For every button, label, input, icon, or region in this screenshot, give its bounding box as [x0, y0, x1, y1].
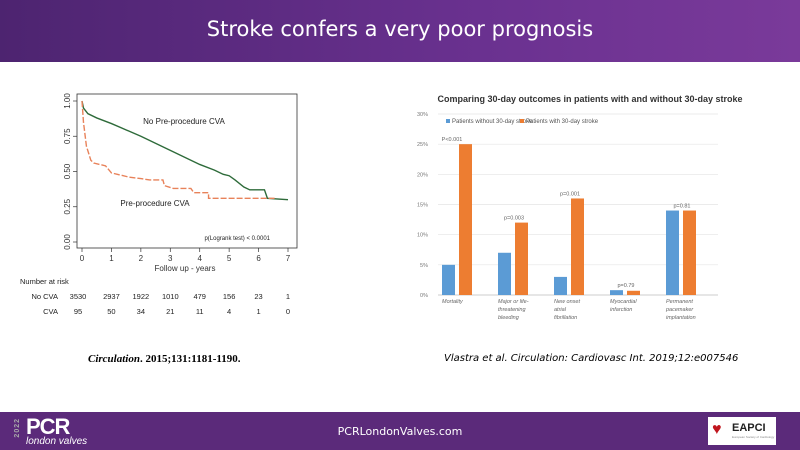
risk-value: 1010 — [162, 292, 179, 301]
logo-pcr-text: PCR — [26, 414, 70, 439]
category-label: pacemaker — [665, 307, 694, 313]
legend-swatch — [520, 119, 524, 123]
bar-without-stroke — [610, 290, 623, 295]
x-tick-label: 3 — [168, 254, 173, 263]
x-axis-label: Follow up - years — [155, 264, 216, 273]
footer-url: PCRLondonValves.com — [337, 425, 463, 438]
risk-value: 23 — [254, 292, 262, 301]
km-curve-1 — [81, 100, 277, 199]
heart-icon: ♥ — [712, 421, 722, 438]
risk-value: 21 — [166, 307, 174, 316]
risk-value: 3530 — [70, 292, 87, 301]
risk-value: 95 — [74, 307, 82, 316]
legend-swatch — [446, 119, 450, 123]
y-tick-label: 0.50 — [63, 163, 72, 179]
p-value-label: p=0.79 — [618, 283, 635, 289]
p-value-label: p=0.81 — [674, 204, 691, 210]
category-label: New onset — [554, 299, 580, 305]
category-label: Mortality — [442, 299, 464, 305]
eapci-text: EAPCI — [732, 422, 766, 434]
category-label: bleeding — [498, 315, 520, 321]
y-tick-label: 0.00 — [63, 234, 72, 250]
category-label: Major or life- — [498, 299, 529, 305]
y-tick-label: 0% — [420, 293, 428, 299]
bar-with-stroke — [515, 222, 528, 295]
risk-value: 1922 — [133, 292, 150, 301]
risk-value: 11 — [196, 307, 204, 316]
risk-value: 34 — [137, 307, 145, 316]
slide-title: Stroke confers a very poor prognosis — [206, 17, 594, 41]
bar-chart: Comparing 30-day outcomes in patients wi… — [417, 94, 743, 321]
journal-ref: . 2015;131:1181-1190. — [139, 353, 241, 365]
eapci-logo: ♥ EAPCI European Society of Cardiology — [708, 417, 776, 445]
category-label: infarction — [610, 307, 632, 313]
logo-subtitle: london valves — [26, 436, 88, 447]
series-label-cva: Pre-procedure CVA — [120, 199, 190, 208]
bar-without-stroke — [498, 252, 511, 295]
risk-value: 1 — [256, 307, 260, 316]
legend-label: Patients with 30-day stroke — [526, 119, 599, 125]
bar-with-stroke — [571, 198, 584, 295]
eapci-subtext: European Society of Cardiology — [732, 435, 775, 439]
risk-value: 50 — [107, 307, 115, 316]
bar-without-stroke — [666, 210, 679, 295]
bar-with-stroke — [683, 210, 696, 295]
y-tick-label: 15% — [417, 203, 428, 209]
risk-value: 4 — [227, 307, 231, 316]
risk-value: 479 — [193, 292, 206, 301]
risk-row-label: No CVA — [31, 292, 58, 301]
x-tick-label: 0 — [80, 254, 85, 263]
risk-value: 156 — [223, 292, 236, 301]
logrank-annotation: p(Logrank test) < 0.0001 — [204, 236, 270, 242]
x-tick-label: 4 — [197, 254, 202, 263]
y-tick-label: 0.75 — [63, 128, 72, 144]
y-tick-label: 30% — [417, 112, 428, 118]
legend-label: Patients without 30-day stroke — [452, 119, 533, 125]
x-tick-label: 5 — [227, 254, 232, 263]
p-value-label: P<0.001 — [442, 137, 463, 143]
y-tick-label: 25% — [417, 142, 428, 148]
right-citation: Vlastra et al. Circulation: Cardiovasc I… — [444, 353, 739, 364]
series-label-no-cva: No Pre-procedure CVA — [143, 117, 225, 126]
y-tick-label: 5% — [420, 263, 428, 269]
p-value-label: p=0.003 — [504, 216, 524, 222]
risk-value: 1 — [286, 292, 290, 301]
x-tick-label: 1 — [109, 254, 114, 263]
risk-value: 0 — [286, 307, 290, 316]
y-tick-label: 20% — [417, 172, 428, 178]
bar-without-stroke — [554, 276, 567, 295]
risk-row-label: CVA — [43, 307, 58, 316]
x-tick-label: 6 — [256, 254, 261, 263]
footer-bar: 2022 PCR london valves PCRLondonValves.c… — [0, 412, 800, 450]
km-curve-0 — [81, 100, 289, 201]
category-label: Myocardial — [610, 299, 637, 305]
bar-without-stroke — [442, 264, 455, 295]
plot-frame — [76, 93, 298, 249]
risk-value: 2937 — [103, 292, 120, 301]
category-label: fibrillation — [554, 315, 577, 321]
y-tick-label: 10% — [417, 233, 428, 239]
header-bar: Stroke confers a very poor prognosis — [0, 0, 800, 62]
p-value-label: p=0.001 — [560, 191, 580, 197]
journal-name: Circulation — [88, 353, 140, 365]
category-label: atrial — [554, 307, 567, 313]
chart-title: Comparing 30-day outcomes in patients wi… — [437, 94, 742, 104]
category-label: threatening — [498, 307, 526, 313]
bar-with-stroke — [627, 290, 640, 295]
risk-table-title: Number at risk — [20, 277, 69, 286]
x-tick-label: 2 — [139, 254, 144, 263]
y-tick-label: 0.25 — [63, 198, 72, 214]
y-tick-label: 1.00 — [63, 93, 72, 109]
bar-with-stroke — [459, 144, 472, 295]
x-tick-label: 7 — [286, 254, 291, 263]
category-label: implantation — [666, 315, 696, 321]
left-citation: Circulation. 2015;131:1181-1190. — [88, 353, 241, 365]
category-label: Permanent — [666, 299, 693, 305]
